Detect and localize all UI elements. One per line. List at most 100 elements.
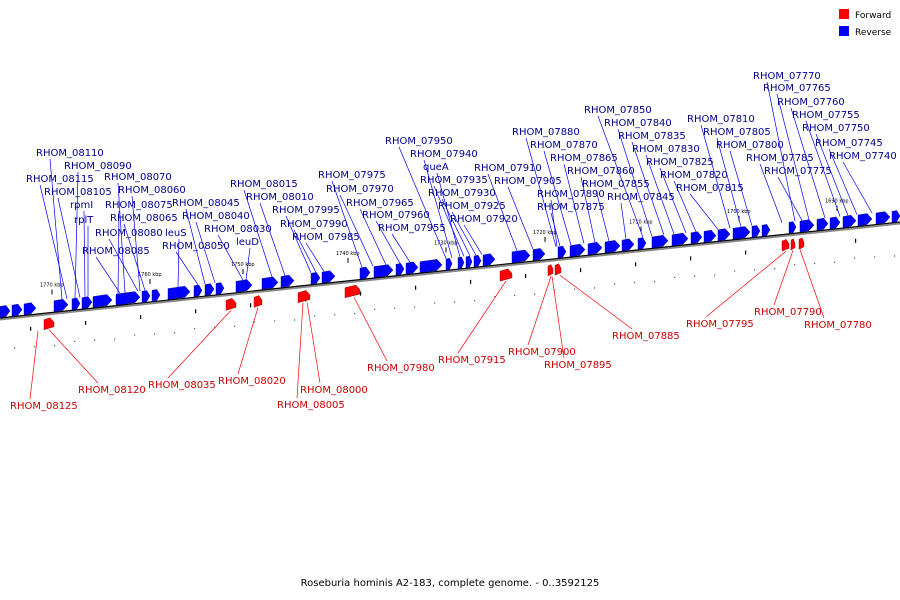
scale-dot (174, 332, 176, 334)
scale-dot (114, 338, 116, 340)
reverse-gene-label: rpmI (70, 200, 93, 211)
reverse-gene-label: leuS (165, 228, 187, 239)
scale-tick (85, 320, 87, 325)
reverse-gene-arrow (569, 243, 586, 257)
scale-dot (394, 307, 396, 309)
scale-dot (454, 301, 456, 303)
reverse-leader-line (463, 224, 483, 255)
scale-dot (34, 346, 36, 348)
reverse-gene-label: RHOM_08080 (95, 228, 163, 239)
scale-dot (574, 288, 576, 290)
reverse-gene-arrow (891, 210, 900, 223)
reverse-gene-label: RHOM_07890 (537, 189, 605, 200)
reverse-leader-line (245, 247, 251, 280)
forward-gene-label: RHOM_07895 (544, 360, 612, 371)
forward-leader-line (527, 276, 552, 346)
scale-dot (754, 269, 756, 271)
scale-dot (74, 340, 76, 343)
reverse-gene-label: RHOM_07990 (280, 219, 348, 230)
reverse-gene-arrow (690, 231, 703, 245)
forward-gene-label: RHOM_08005 (277, 400, 345, 411)
reverse-gene-label: RHOM_07770 (753, 71, 821, 82)
reverse-gene-label: RHOM_07830 (632, 144, 700, 155)
reverse-gene-arrow (587, 242, 603, 256)
scale-dot (254, 321, 256, 323)
figure-caption: Roseburia hominis A2-183, complete genom… (300, 578, 600, 589)
forward-gene-label: RHOM_07790 (754, 307, 822, 318)
legend: Forward Reverse (839, 9, 892, 38)
reverse-leader-line (716, 137, 742, 228)
reverse-gene-arrow (321, 270, 336, 284)
scale-dot (634, 282, 636, 284)
forward-leader-line (551, 276, 565, 359)
reverse-leader-line (777, 176, 803, 221)
forward-gene-arrow (225, 298, 237, 311)
scale-tick (415, 285, 417, 290)
scale-dot (54, 344, 56, 347)
legend-swatch-reverse (839, 26, 849, 36)
reverse-gene-label: RHOM_07805 (703, 127, 771, 138)
scale-tick (195, 309, 197, 314)
forward-gene-label: RHOM_07780 (804, 320, 872, 331)
reverse-gene-label: RHOM_07905 (494, 176, 562, 187)
legend-label-reverse: Reverse (855, 28, 892, 38)
reverse-gene-arrow (115, 291, 141, 306)
reverse-leader-line (331, 180, 363, 268)
reverse-gene-label: RHOM_07935 (420, 175, 488, 186)
reverse-gene-label: RHOM_07835 (618, 131, 686, 142)
tick-label: 1740 kbp (336, 251, 360, 257)
scale-tick (360, 291, 362, 296)
reverse-leader-line (49, 158, 63, 300)
reverse-gene-label: RHOM_07925 (438, 201, 506, 212)
reverse-leader-line (543, 150, 572, 246)
reverse-leader-line (759, 163, 783, 223)
forward-leader-line (167, 310, 232, 379)
scale-tick (580, 268, 582, 273)
reverse-gene-label: RHOM_07910 (474, 163, 542, 174)
reverse-gene-arrow (0, 305, 11, 318)
scale-dot (314, 315, 316, 317)
scale-dot (894, 255, 896, 257)
reverse-gene-arrow (280, 274, 295, 288)
reverse-leader-line (451, 211, 477, 256)
forward-gene-label: RHOM_07915 (438, 355, 506, 366)
genome-backbone (0, 221, 900, 321)
reverse-leader-line (659, 167, 687, 233)
reverse-gene-arrow (81, 296, 93, 309)
reverse-gene-arrow (532, 248, 546, 261)
reverse-gene-arrow (621, 238, 635, 252)
reverse-leader-line (631, 141, 665, 236)
reverse-gene-label: RHOM_07800 (716, 140, 784, 151)
forward-gene-arrow (547, 264, 554, 277)
reverse-gene-arrow (235, 279, 253, 293)
reverse-gene-label: RHOM_07750 (802, 123, 870, 134)
reverse-gene-arrow (92, 294, 113, 308)
scale-dot (734, 270, 736, 272)
reverse-gene-arrow (445, 258, 453, 271)
reverse-leader-line (57, 197, 81, 298)
reverse-leader-line (436, 172, 461, 258)
reverse-leader-line (375, 220, 401, 264)
scale-tick (635, 262, 637, 267)
backbone-line (0, 221, 900, 319)
scale-dot (594, 287, 596, 289)
scale-dot (94, 339, 96, 341)
scale-dot (334, 314, 336, 316)
reverse-gene-arrow (651, 235, 669, 249)
reverse-leader-line (580, 176, 596, 243)
tick-label: 1710 kbp (629, 220, 653, 226)
reverse-gene-label: RHOM_07985 (292, 232, 360, 243)
backbone-shadow (0, 222, 900, 321)
scale-dot (194, 328, 196, 330)
forward-leader-line (353, 297, 388, 362)
reverse-gene-arrow (829, 216, 841, 230)
forward-gene-label: RHOM_07980 (367, 363, 435, 374)
reverse-leader-line (359, 208, 387, 265)
reverse-leader-line (790, 107, 826, 219)
scale-dot (14, 347, 16, 349)
tick-marks: 1770 kbp 1760 kbp 1750 kbp 1740 kbp 1730 kbp… (14, 199, 896, 349)
reverse-gene-arrow (637, 237, 647, 250)
reverse-gene-arrow (23, 302, 37, 316)
reverse-gene-label: RHOM_07965 (346, 198, 414, 209)
forward-leader-line (457, 280, 507, 354)
